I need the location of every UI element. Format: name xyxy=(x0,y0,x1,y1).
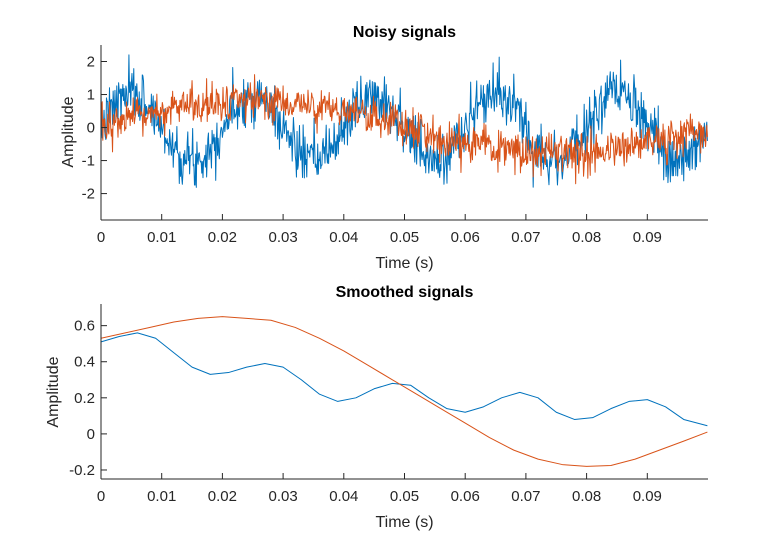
noisy-signals-x-axis-label: Time (s) xyxy=(375,255,433,272)
smoothed-signals-x-tick-label: 0.06 xyxy=(451,488,480,505)
noisy-signals-x-tick-label: 0.05 xyxy=(390,229,419,246)
noisy-signals-series-1-line xyxy=(100,54,708,188)
noisy-signals-axes: Noisy signals 0 0.01 0.02 0.03 0.04 0.05 0.06 0… xyxy=(60,24,708,272)
noisy-signals-title: Noisy signals xyxy=(353,24,456,41)
noisy-signals-x-tick-label: 0.08 xyxy=(572,229,601,246)
noisy-signals-x-tick-label: 0 xyxy=(97,229,105,246)
smoothed-signals-y-tick-label: -0.2 xyxy=(69,462,95,479)
smoothed-signals-x-tick-label: 0.04 xyxy=(329,488,358,505)
noisy-signals-series xyxy=(100,54,708,188)
smoothed-signals-x-ticks: 0 0.01 0.02 0.03 0.04 0.05 0.06 0.07 0.08 0.09 xyxy=(97,473,662,505)
noisy-signals-x-tick-label: 0.06 xyxy=(451,229,480,246)
smoothed-signals-y-axis-label: Amplitude xyxy=(45,356,62,427)
smoothed-signals-title: Smoothed signals xyxy=(336,284,474,301)
noisy-signals-x-tick-label: 0.02 xyxy=(208,229,237,246)
noisy-signals-x-tick-label: 0.03 xyxy=(268,229,297,246)
noisy-signals-x-tick-label: 0.04 xyxy=(329,229,358,246)
noisy-signals-y-tick-label: 0 xyxy=(87,120,95,137)
noisy-signals-y-ticks: -2 -1 0 1 2 xyxy=(82,54,107,203)
noisy-signals-x-tick-label: 0.07 xyxy=(511,229,540,246)
smoothed-signals-x-tick-label: 0.08 xyxy=(572,488,601,505)
smoothed-signals-x-tick-label: 0 xyxy=(97,488,105,505)
smoothed-signals-x-tick-label: 0.01 xyxy=(147,488,176,505)
smoothed-signals-axes: Smoothed signals 0 0.01 0.02 0.03 0.04 0.05 0.… xyxy=(45,284,708,531)
noisy-signals-y-tick-label: 1 xyxy=(87,87,95,104)
smoothed-signals-series xyxy=(100,316,708,467)
smoothed-signals-series-2-line xyxy=(100,316,708,467)
noisy-signals-x-tick-label: 0.01 xyxy=(147,229,176,246)
smoothed-signals-x-tick-label: 0.07 xyxy=(511,488,540,505)
noisy-signals-series-2-line xyxy=(100,74,708,185)
smoothed-signals-series-1-line xyxy=(100,332,708,427)
smoothed-signals-y-tick-label: 0 xyxy=(87,426,95,443)
smoothed-signals-x-tick-label: 0.03 xyxy=(268,488,297,505)
smoothed-signals-y-tick-label: 0.4 xyxy=(74,354,95,371)
smoothed-signals-x-axis-label: Time (s) xyxy=(375,514,433,531)
noisy-signals-x-ticks: 0 0.01 0.02 0.03 0.04 0.05 0.06 0.07 0.08 0.09 xyxy=(97,214,662,246)
noisy-signals-y-tick-label: -2 xyxy=(82,186,95,203)
smoothed-signals-x-tick-label: 0.05 xyxy=(390,488,419,505)
smoothed-signals-x-tick-label: 0.09 xyxy=(633,488,662,505)
smoothed-signals-y-tick-label: 0.2 xyxy=(74,390,95,407)
smoothed-signals-x-tick-label: 0.02 xyxy=(208,488,237,505)
noisy-signals-y-tick-label: 2 xyxy=(87,54,95,71)
noisy-signals-y-tick-label: -1 xyxy=(82,153,95,170)
noisy-signals-y-axis-label: Amplitude xyxy=(60,96,77,167)
smoothed-signals-y-ticks: -0.2 0 0.2 0.4 0.6 xyxy=(69,318,107,479)
smoothed-signals-y-tick-label: 0.6 xyxy=(74,318,95,335)
noisy-signals-x-tick-label: 0.09 xyxy=(633,229,662,246)
